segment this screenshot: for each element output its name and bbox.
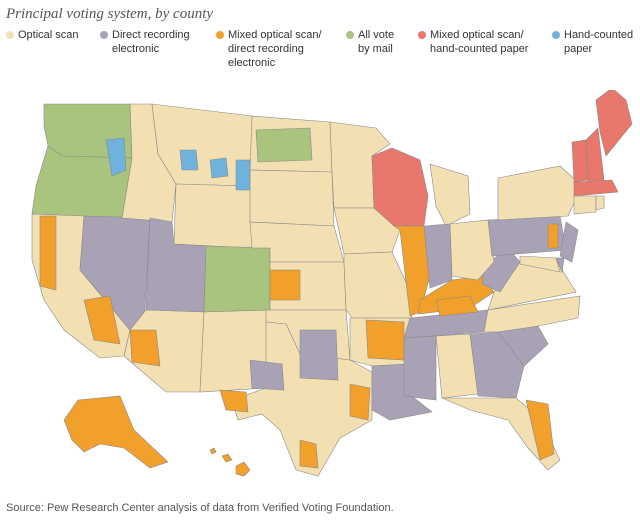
mixed-dre-swatch	[216, 31, 224, 39]
legend-label-line: All vote	[358, 29, 395, 41]
legend-label-line: paper	[564, 43, 593, 55]
source-note: Source: Pew Research Center analysis of …	[6, 502, 394, 514]
state-colorado	[203, 245, 271, 313]
county-cluster-hand	[209, 157, 229, 179]
county-cluster-mixed_dre	[547, 223, 559, 249]
legend-label-line: direct recording	[228, 43, 304, 55]
mixed-hand-swatch	[418, 31, 426, 39]
state-rhode-island	[595, 195, 605, 211]
county-cluster-mixed_dre	[365, 319, 405, 361]
legend-label-line: by mail	[358, 43, 393, 55]
legend-label-line: electronic	[112, 43, 160, 55]
county-cluster-mixed_dre	[39, 215, 57, 291]
hand-counted-swatch	[552, 31, 560, 39]
county-cluster-hand	[179, 149, 199, 171]
county-cluster-mixed_dre	[219, 389, 249, 413]
state-new-hampshire	[585, 127, 605, 183]
county-cluster-hand	[105, 137, 127, 177]
state-michigan	[429, 163, 471, 227]
legend-label-line: Hand-counted	[564, 29, 634, 41]
county-cluster-mixed_dre	[129, 329, 161, 367]
state-wyoming	[173, 183, 253, 249]
state-north-carolina	[483, 295, 581, 333]
us-map-svg	[31, 87, 633, 477]
state-delaware	[555, 257, 565, 274]
legend-label-line: Direct recording	[112, 29, 190, 41]
legend-label-line: Mixed optical scan/	[430, 29, 524, 41]
county-cluster-mixed_dre	[83, 295, 121, 345]
state-hawaii	[209, 447, 251, 477]
county-cluster-mixed_dre	[269, 269, 301, 301]
us-county-map	[0, 87, 640, 500]
county-cluster-mixed_dre	[525, 399, 555, 461]
state-massachusetts	[573, 179, 619, 197]
county-cluster-mixed_dre	[299, 439, 319, 469]
state-ohio	[449, 219, 495, 281]
county-cluster-dre	[249, 359, 285, 391]
legend-label-line: Optical scan	[18, 29, 79, 41]
state-maine	[595, 87, 633, 157]
mail-swatch	[346, 31, 354, 39]
state-maryland	[519, 255, 561, 273]
county-cluster-dre	[299, 329, 339, 381]
state-vermont	[571, 139, 589, 183]
county-cluster-mixed_dre	[349, 383, 371, 421]
state-connecticut	[573, 195, 597, 215]
county-cluster-mixed_dre	[435, 295, 479, 317]
legend-label-line: Mixed optical scan/	[228, 29, 322, 41]
legend-label-line: electronic	[228, 57, 276, 69]
optical-scan-swatch	[6, 31, 14, 39]
state-alaska	[63, 395, 169, 469]
county-cluster-mail	[255, 127, 313, 163]
legend: Optical scan Direct recording electronic…	[0, 0, 640, 100]
state-wisconsin	[371, 147, 429, 227]
state-new-jersey	[559, 221, 579, 263]
chart-title: Principal voting system, by county	[6, 6, 214, 22]
direct-recording-swatch	[100, 31, 108, 39]
legend-label-line: hand-counted paper	[430, 43, 529, 55]
state-mississippi	[403, 335, 437, 401]
state-new-york	[497, 165, 583, 221]
state-south-dakota	[249, 169, 335, 227]
county-cluster-hand	[235, 159, 251, 191]
state-missouri	[343, 251, 413, 319]
